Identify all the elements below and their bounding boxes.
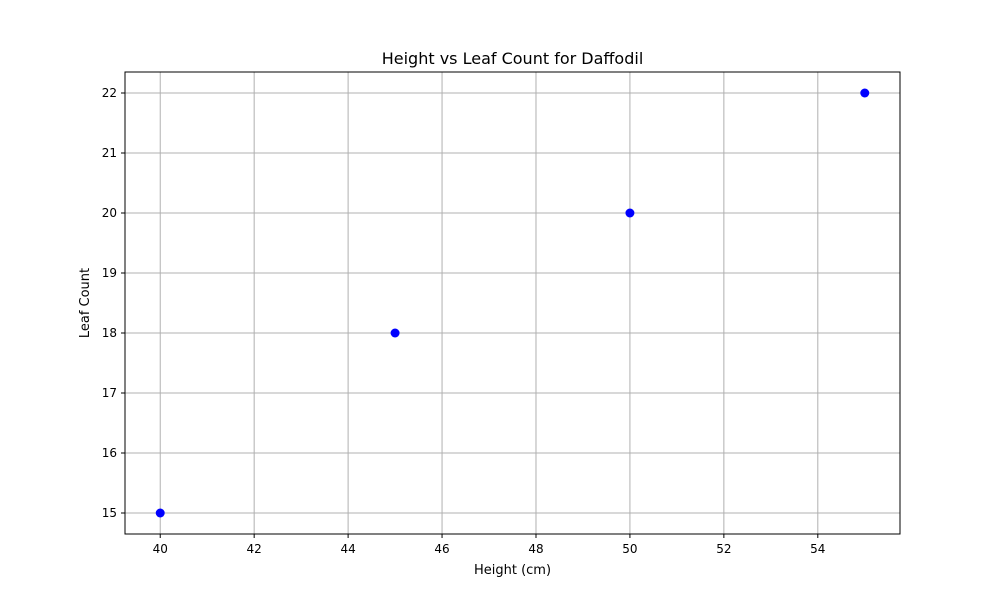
x-tick-label: 46	[434, 542, 449, 556]
y-tick-label: 19	[102, 266, 117, 280]
data-point	[155, 508, 165, 518]
x-tick-label: 52	[716, 542, 731, 556]
y-tick-label: 16	[102, 446, 117, 460]
data-points	[155, 88, 870, 518]
x-tick-label: 42	[247, 542, 262, 556]
data-point	[390, 328, 400, 338]
y-tick-label: 15	[102, 506, 117, 520]
y-tick-label: 21	[102, 146, 117, 160]
y-tick-label: 22	[102, 86, 117, 100]
data-point	[860, 88, 870, 98]
chart-title: Height vs Leaf Count for Daffodil	[382, 49, 644, 68]
axis-ticks: 40 42 44 46 48 50 52 54 15 16 17 18 19 20 21 22	[102, 86, 826, 556]
x-tick-label: 54	[810, 542, 825, 556]
x-tick-label: 44	[340, 542, 355, 556]
y-tick-label: 17	[102, 386, 117, 400]
y-axis-label: Leaf Count	[78, 268, 93, 338]
y-tick-label: 18	[102, 326, 117, 340]
plot-frame	[124, 71, 901, 535]
x-tick-label: 40	[153, 542, 168, 556]
x-tick-label: 48	[528, 542, 543, 556]
grid	[125, 72, 900, 534]
y-tick-label: 20	[102, 206, 117, 220]
x-axis-label: Height (cm)	[474, 563, 551, 578]
x-tick-label: 50	[622, 542, 637, 556]
data-point	[625, 208, 635, 218]
